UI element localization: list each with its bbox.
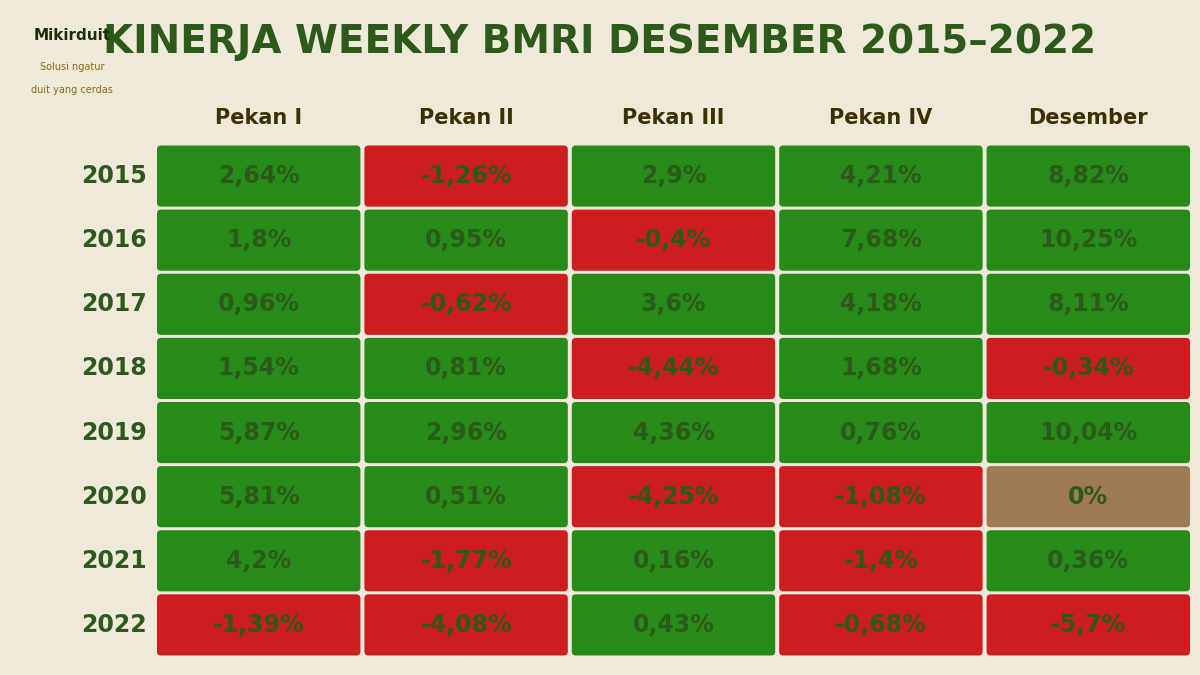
Text: 2015: 2015 [82, 164, 148, 188]
Text: 2020: 2020 [82, 485, 148, 509]
FancyBboxPatch shape [779, 210, 983, 271]
FancyBboxPatch shape [986, 146, 1190, 207]
Text: 8,11%: 8,11% [1048, 292, 1129, 317]
Text: Pekan IV: Pekan IV [829, 108, 932, 128]
Text: 7,68%: 7,68% [840, 228, 922, 252]
FancyBboxPatch shape [571, 338, 775, 399]
FancyBboxPatch shape [571, 210, 775, 271]
FancyBboxPatch shape [157, 146, 360, 207]
FancyBboxPatch shape [779, 531, 983, 591]
FancyBboxPatch shape [571, 146, 775, 207]
FancyBboxPatch shape [779, 274, 983, 335]
FancyBboxPatch shape [779, 402, 983, 463]
Text: -4,08%: -4,08% [420, 613, 512, 637]
Text: 1,54%: 1,54% [218, 356, 300, 381]
Text: 2018: 2018 [82, 356, 148, 381]
FancyBboxPatch shape [571, 466, 775, 527]
FancyBboxPatch shape [365, 466, 568, 527]
Text: duit yang cerdas: duit yang cerdas [31, 85, 113, 95]
Text: -0,4%: -0,4% [636, 228, 712, 252]
FancyBboxPatch shape [986, 210, 1190, 271]
FancyBboxPatch shape [986, 338, 1190, 399]
Text: 10,25%: 10,25% [1039, 228, 1138, 252]
FancyBboxPatch shape [157, 595, 360, 655]
Text: 0,76%: 0,76% [840, 421, 922, 445]
Text: 0,81%: 0,81% [425, 356, 508, 381]
Text: Mikirduit: Mikirduit [34, 28, 110, 43]
FancyBboxPatch shape [779, 595, 983, 655]
FancyBboxPatch shape [986, 531, 1190, 591]
FancyBboxPatch shape [365, 531, 568, 591]
FancyBboxPatch shape [157, 402, 360, 463]
Text: 2,64%: 2,64% [218, 164, 300, 188]
FancyBboxPatch shape [365, 338, 568, 399]
FancyBboxPatch shape [157, 466, 360, 527]
FancyBboxPatch shape [986, 466, 1190, 527]
Text: 4,18%: 4,18% [840, 292, 922, 317]
Text: -4,44%: -4,44% [628, 356, 719, 381]
Text: 0,51%: 0,51% [425, 485, 508, 509]
Text: 0,36%: 0,36% [1048, 549, 1129, 573]
Text: 0,43%: 0,43% [632, 613, 714, 637]
FancyBboxPatch shape [779, 338, 983, 399]
FancyBboxPatch shape [365, 595, 568, 655]
Text: 2019: 2019 [82, 421, 148, 445]
FancyBboxPatch shape [157, 274, 360, 335]
FancyBboxPatch shape [986, 402, 1190, 463]
Text: Pekan II: Pekan II [419, 108, 514, 128]
Text: -1,08%: -1,08% [835, 485, 926, 509]
Text: -1,77%: -1,77% [420, 549, 512, 573]
FancyBboxPatch shape [157, 338, 360, 399]
Text: 4,36%: 4,36% [632, 421, 714, 445]
Text: 2,9%: 2,9% [641, 164, 706, 188]
Text: Solusi ngatur: Solusi ngatur [40, 62, 104, 72]
FancyBboxPatch shape [365, 402, 568, 463]
Text: 8,82%: 8,82% [1048, 164, 1129, 188]
Text: 5,81%: 5,81% [217, 485, 300, 509]
Text: 2,96%: 2,96% [425, 421, 508, 445]
Text: 4,2%: 4,2% [226, 549, 292, 573]
Text: -1,39%: -1,39% [212, 613, 305, 637]
Text: 3,6%: 3,6% [641, 292, 707, 317]
FancyBboxPatch shape [571, 531, 775, 591]
FancyBboxPatch shape [365, 210, 568, 271]
FancyBboxPatch shape [779, 466, 983, 527]
Text: Desember: Desember [1028, 108, 1148, 128]
FancyBboxPatch shape [157, 531, 360, 591]
FancyBboxPatch shape [779, 146, 983, 207]
Text: 2016: 2016 [82, 228, 148, 252]
Text: 5,87%: 5,87% [217, 421, 300, 445]
Text: 1,8%: 1,8% [226, 228, 292, 252]
Text: -1,4%: -1,4% [844, 549, 918, 573]
FancyBboxPatch shape [986, 595, 1190, 655]
Text: 2021: 2021 [82, 549, 148, 573]
Text: Pekan III: Pekan III [623, 108, 725, 128]
Text: 0,95%: 0,95% [425, 228, 508, 252]
Text: 0%: 0% [1068, 485, 1109, 509]
Text: Pekan I: Pekan I [215, 108, 302, 128]
Text: 2017: 2017 [82, 292, 148, 317]
FancyBboxPatch shape [365, 274, 568, 335]
Text: -1,26%: -1,26% [420, 164, 512, 188]
FancyBboxPatch shape [571, 274, 775, 335]
Text: 0,96%: 0,96% [217, 292, 300, 317]
Text: 10,04%: 10,04% [1039, 421, 1138, 445]
Text: 4,21%: 4,21% [840, 164, 922, 188]
FancyBboxPatch shape [157, 210, 360, 271]
Text: -0,34%: -0,34% [1043, 356, 1134, 381]
Text: -5,7%: -5,7% [1051, 613, 1126, 637]
Text: 2022: 2022 [82, 613, 148, 637]
FancyBboxPatch shape [986, 274, 1190, 335]
Text: -0,62%: -0,62% [420, 292, 512, 317]
Text: KINERJA WEEKLY BMRI DESEMBER 2015–2022: KINERJA WEEKLY BMRI DESEMBER 2015–2022 [103, 23, 1097, 61]
Text: 0,16%: 0,16% [632, 549, 714, 573]
FancyBboxPatch shape [571, 402, 775, 463]
Text: -4,25%: -4,25% [628, 485, 719, 509]
FancyBboxPatch shape [571, 595, 775, 655]
FancyBboxPatch shape [365, 146, 568, 207]
Text: 1,68%: 1,68% [840, 356, 922, 381]
Text: -0,68%: -0,68% [835, 613, 926, 637]
